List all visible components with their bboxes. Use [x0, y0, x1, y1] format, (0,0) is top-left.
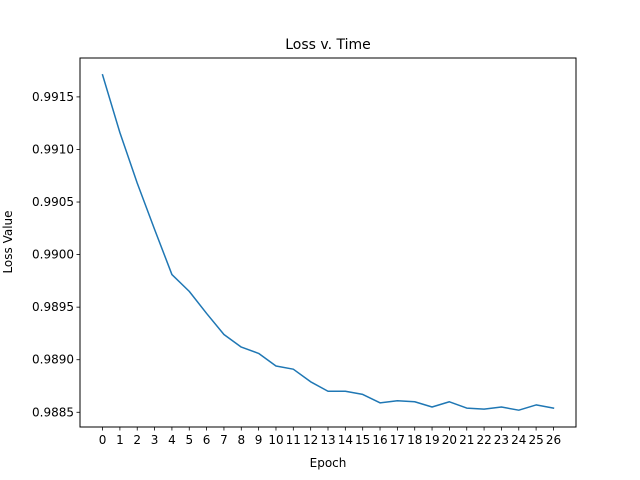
x-tick-label: 5	[185, 433, 193, 447]
loss-series-line	[101, 73, 555, 411]
x-tick-label: 9	[255, 433, 263, 447]
plot-background	[80, 58, 576, 427]
y-tick-label: 0.9885	[32, 405, 74, 419]
x-tick-label: 23	[494, 433, 509, 447]
x-tick-label: 26	[546, 433, 561, 447]
x-tick-label: 7	[220, 433, 228, 447]
x-tick-label: 12	[303, 433, 318, 447]
x-tick-label: 14	[338, 433, 353, 447]
series-layer	[101, 73, 555, 411]
x-tick-label: 3	[151, 433, 159, 447]
x-tick-label: 11	[286, 433, 301, 447]
x-tick-label: 24	[511, 433, 526, 447]
x-tick-label: 6	[203, 433, 211, 447]
y-tick-label: 0.9905	[32, 195, 74, 209]
y-axis-label: Loss Value	[1, 210, 15, 273]
y-tick-label: 0.9890	[32, 353, 74, 367]
x-tick-label: 19	[424, 433, 439, 447]
plot-area	[80, 58, 576, 427]
x-tick-label: 13	[320, 433, 335, 447]
y-axis: 0.9885 0.9890 0.9895 0.9900 0.9905 0.9910 0.99…	[32, 90, 80, 419]
x-axis: 0 1 2 3 4 5 6 7 8 9 10 11 12 13 14 15 16 17 18 19 20 21 22 23 24…	[99, 427, 561, 447]
x-tick-label: 0	[99, 433, 107, 447]
x-tick-label: 16	[372, 433, 387, 447]
x-tick-label: 15	[355, 433, 370, 447]
x-tick-label: 17	[390, 433, 405, 447]
x-tick-label: 20	[442, 433, 457, 447]
x-tick-label: 22	[476, 433, 491, 447]
chart-title: Loss v. Time	[285, 37, 371, 53]
x-tick-label: 4	[168, 433, 176, 447]
x-tick-label: 21	[459, 433, 474, 447]
x-axis-label: Epoch	[310, 456, 347, 470]
x-tick-label: 10	[268, 433, 283, 447]
plot-frame	[79, 57, 577, 428]
y-tick-label: 0.9895	[32, 300, 74, 314]
x-tick-label: 2	[133, 433, 141, 447]
y-tick-label: 0.9900	[32, 248, 74, 262]
x-tick-label: 25	[528, 433, 543, 447]
x-tick-label: 8	[237, 433, 245, 447]
y-tick-label: 0.9915	[32, 90, 74, 104]
x-tick-label: 18	[407, 433, 422, 447]
x-tick-label: 1	[116, 433, 124, 447]
y-tick-label: 0.9910	[32, 142, 74, 156]
